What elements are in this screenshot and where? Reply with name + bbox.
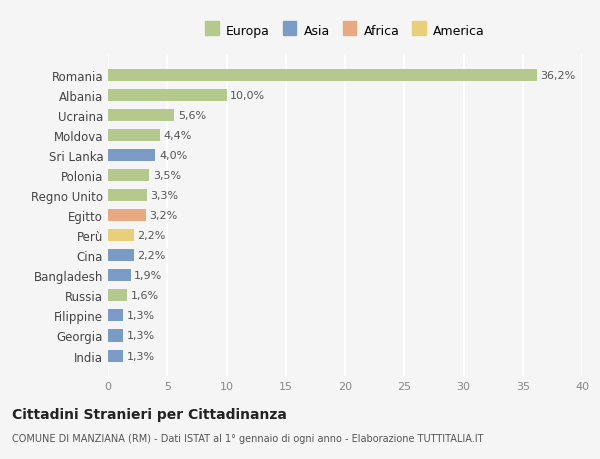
Text: 1,3%: 1,3% [127,331,155,341]
Text: 4,0%: 4,0% [159,151,187,161]
Text: COMUNE DI MANZIANA (RM) - Dati ISTAT al 1° gennaio di ogni anno - Elaborazione T: COMUNE DI MANZIANA (RM) - Dati ISTAT al … [12,433,484,442]
Bar [108,290,127,302]
Text: 2,2%: 2,2% [137,231,166,241]
Text: 10,0%: 10,0% [230,91,265,101]
Text: Cittadini Stranieri per Cittadinanza: Cittadini Stranieri per Cittadinanza [12,407,287,421]
Text: 4,4%: 4,4% [164,131,192,141]
Text: 5,6%: 5,6% [178,111,206,121]
Bar [108,350,124,362]
Legend: Europa, Asia, Africa, America: Europa, Asia, Africa, America [200,20,490,43]
Text: 3,5%: 3,5% [153,171,181,181]
Text: 1,3%: 1,3% [127,351,155,361]
Bar [108,210,146,222]
Bar [108,70,537,82]
Text: 3,2%: 3,2% [149,211,178,221]
Bar [108,230,134,242]
Text: 36,2%: 36,2% [541,71,576,81]
Text: 1,6%: 1,6% [131,291,158,301]
Bar [108,270,131,282]
Text: 1,9%: 1,9% [134,271,163,281]
Bar [108,330,124,342]
Bar [108,310,124,322]
Text: 2,2%: 2,2% [137,251,166,261]
Text: 3,3%: 3,3% [151,191,179,201]
Bar [108,190,147,202]
Text: 1,3%: 1,3% [127,311,155,321]
Bar [108,90,227,102]
Bar [108,150,155,162]
Bar [108,170,149,182]
Bar [108,130,160,142]
Bar [108,250,134,262]
Bar [108,110,175,122]
